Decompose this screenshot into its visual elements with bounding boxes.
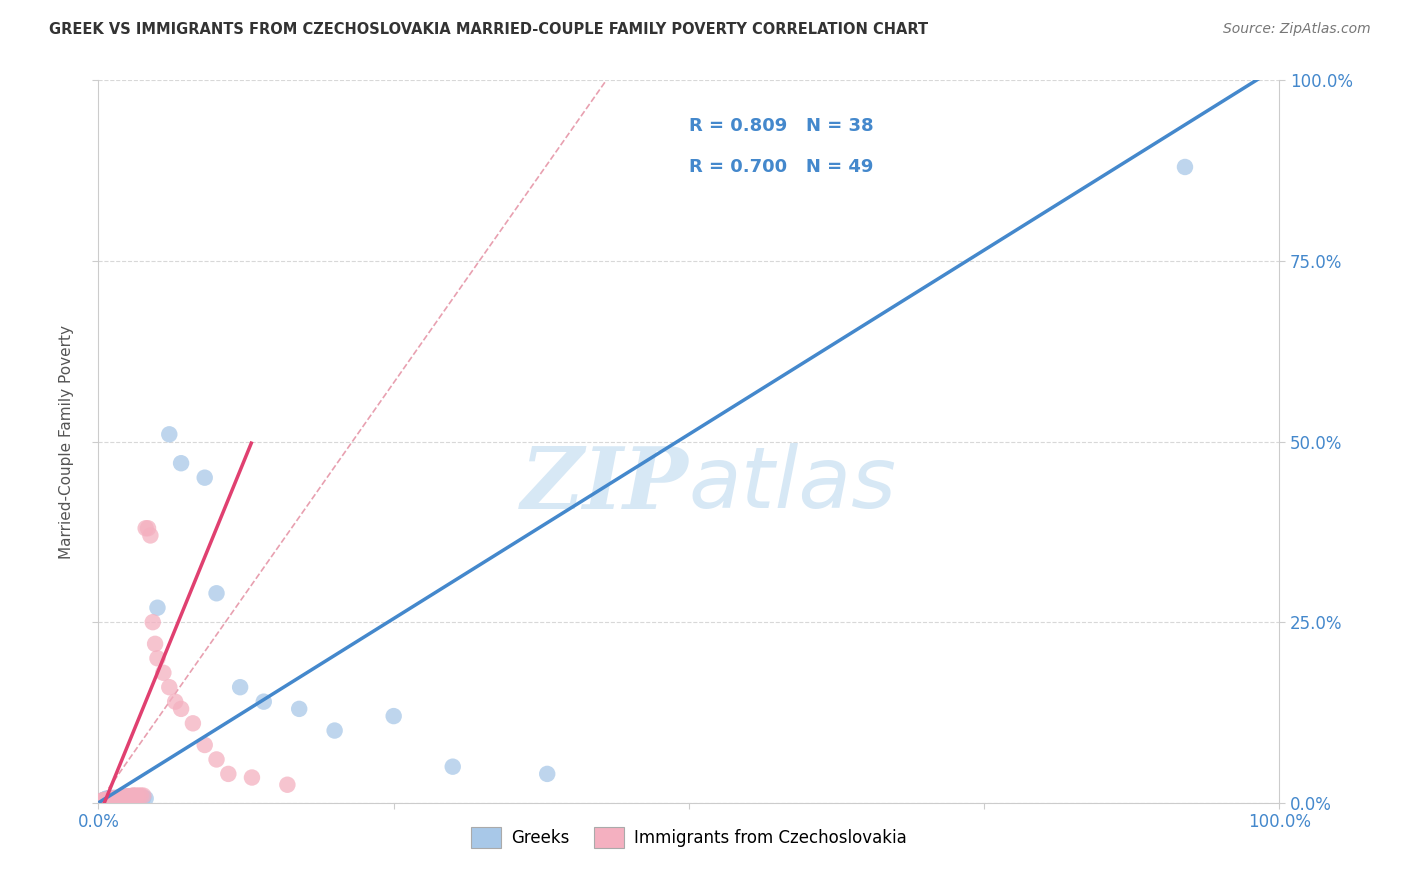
Point (181, 716, 204, 731)
Point (110, 790, 132, 805)
Point (112, 791, 135, 805)
Point (90, 794, 112, 808)
Point (253, 695, 276, 709)
Point (441, 760, 464, 774)
Point (94, 794, 117, 808)
Point (125, 789, 148, 804)
Point (96, 793, 118, 807)
Point (205, 586, 228, 600)
Point (98, 792, 121, 806)
Text: ZIP: ZIP (522, 443, 689, 526)
Point (382, 709, 405, 723)
Point (105, 791, 128, 805)
Point (91, 794, 114, 808)
Point (104, 791, 127, 805)
Point (111, 790, 134, 805)
Point (91, 794, 114, 808)
Point (117, 789, 139, 804)
Point (118, 789, 141, 804)
Point (115, 789, 138, 804)
Point (165, 695, 187, 709)
Text: atlas: atlas (689, 443, 897, 526)
Point (217, 767, 239, 781)
Point (121, 789, 143, 803)
Point (111, 790, 134, 805)
Point (94, 792, 117, 806)
Point (105, 791, 128, 805)
Point (139, 528, 162, 542)
Y-axis label: Married-Couple Family Poverty: Married-Couple Family Poverty (59, 325, 75, 558)
Point (229, 680, 252, 694)
Point (240, 771, 263, 785)
Text: Source: ZipAtlas.com: Source: ZipAtlas.com (1223, 22, 1371, 37)
Text: R = 0.700   N = 49: R = 0.700 N = 49 (689, 158, 873, 176)
Point (132, 789, 155, 803)
Point (194, 470, 217, 484)
Point (96, 791, 118, 805)
Point (129, 789, 152, 803)
Point (170, 456, 193, 470)
Point (146, 600, 169, 615)
Point (101, 792, 124, 806)
Point (170, 702, 193, 716)
Point (112, 790, 135, 805)
Point (142, 615, 165, 630)
Point (105, 790, 128, 805)
Point (536, 767, 558, 781)
Point (128, 789, 150, 803)
Point (105, 791, 128, 805)
Point (98, 792, 121, 806)
Point (136, 521, 159, 535)
Point (91, 794, 114, 808)
Point (157, 680, 180, 694)
Point (118, 790, 141, 805)
Point (97, 793, 120, 807)
Point (114, 790, 136, 805)
Point (112, 790, 135, 805)
Point (288, 702, 311, 716)
Point (122, 789, 145, 803)
Point (146, 651, 169, 665)
Point (132, 790, 155, 805)
Point (194, 738, 217, 752)
Point (121, 792, 143, 806)
Point (104, 792, 127, 806)
Point (152, 665, 174, 680)
Point (93, 793, 115, 807)
Text: GREEK VS IMMIGRANTS FROM CZECHOSLOVAKIA MARRIED-COUPLE FAMILY POVERTY CORRELATIO: GREEK VS IMMIGRANTS FROM CZECHOSLOVAKIA … (49, 22, 928, 37)
Point (115, 790, 138, 805)
Point (205, 752, 228, 766)
Point (135, 521, 157, 535)
Point (101, 791, 124, 805)
Point (97, 793, 120, 807)
Legend: Greeks, Immigrants from Czechoslovakia: Greeks, Immigrants from Czechoslovakia (460, 816, 918, 860)
Point (157, 427, 180, 442)
Point (103, 791, 125, 805)
Point (143, 637, 166, 651)
Point (108, 792, 131, 806)
Point (135, 791, 157, 805)
Point (108, 790, 131, 805)
Point (98, 791, 121, 805)
Point (122, 790, 145, 805)
Point (1174, 160, 1197, 174)
Text: R = 0.809   N = 38: R = 0.809 N = 38 (689, 117, 873, 135)
Point (98, 792, 121, 806)
Point (103, 790, 125, 805)
Point (323, 723, 346, 738)
Point (107, 790, 129, 805)
Point (100, 792, 122, 806)
Point (120, 789, 142, 804)
Point (128, 790, 150, 805)
Point (107, 791, 129, 805)
Point (276, 778, 298, 792)
Point (100, 792, 122, 806)
Point (121, 789, 143, 804)
Point (93, 793, 115, 807)
Point (125, 789, 148, 803)
